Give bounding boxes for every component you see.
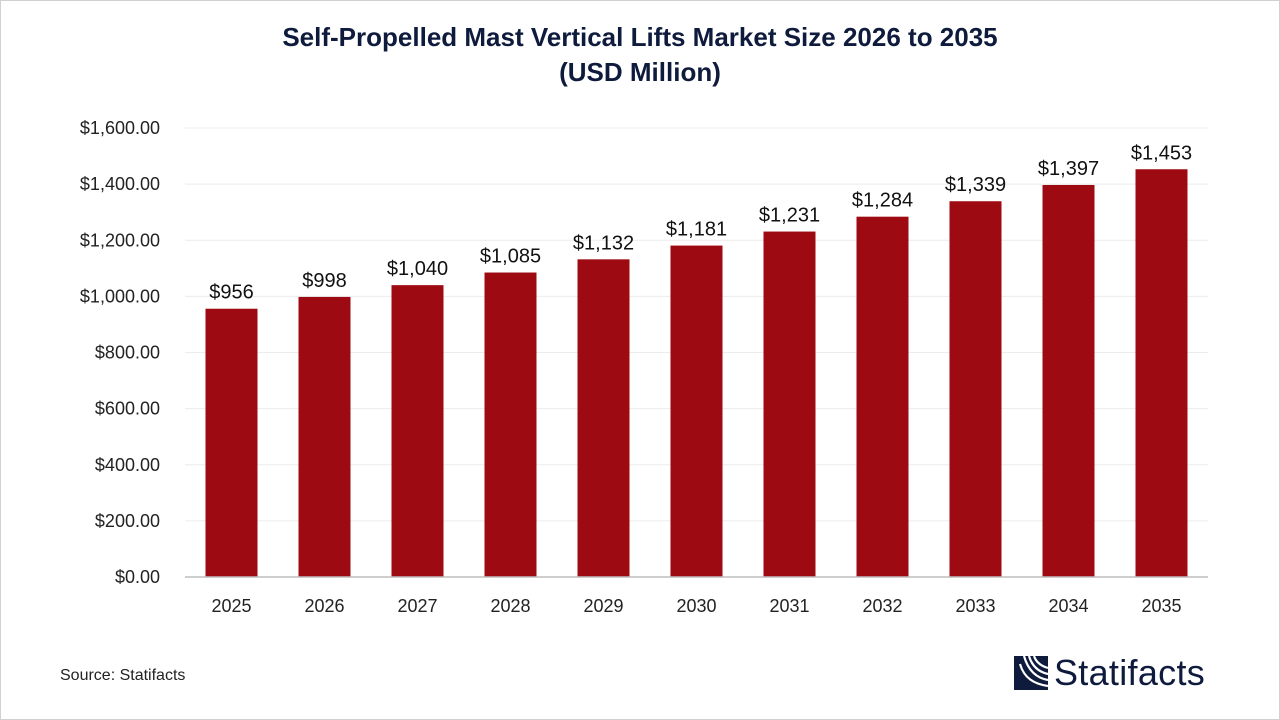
bar — [298, 296, 351, 577]
data-label: $1,231 — [759, 205, 820, 227]
bar — [391, 285, 444, 577]
y-tick-label: $200.00 — [95, 511, 160, 531]
data-label: $1,453 — [1131, 142, 1192, 164]
x-tick-label: 2033 — [955, 596, 995, 616]
x-tick-label: 2027 — [397, 596, 437, 616]
x-tick-label: 2034 — [1048, 596, 1088, 616]
x-tick-label: 2031 — [769, 596, 809, 616]
data-label: $1,397 — [1038, 158, 1099, 180]
bar — [577, 259, 630, 577]
bar — [763, 231, 816, 577]
data-label: $1,085 — [480, 246, 541, 268]
data-label: $1,284 — [852, 190, 913, 212]
bar — [856, 216, 909, 578]
y-tick-label: $0.00 — [115, 567, 160, 587]
x-tick-label: 2035 — [1141, 596, 1181, 616]
x-tick-label: 2030 — [676, 596, 716, 616]
bar — [949, 201, 1002, 578]
y-tick-label: $1,000.00 — [80, 286, 160, 306]
y-tick-label: $1,600.00 — [80, 118, 160, 138]
bar — [484, 272, 537, 577]
data-label: $998 — [302, 270, 347, 292]
y-tick-label: $1,400.00 — [80, 174, 160, 194]
x-tick-label: 2028 — [490, 596, 530, 616]
x-tick-label: 2026 — [304, 596, 344, 616]
chart-title: Self-Propelled Mast Vertical Lifts Marke… — [282, 22, 998, 52]
logo-text: Statifacts — [1054, 652, 1206, 693]
bar — [1135, 169, 1188, 577]
bar — [670, 245, 723, 577]
x-tick-label: 2025 — [211, 596, 251, 616]
bar — [1042, 184, 1095, 578]
x-tick-label: 2032 — [862, 596, 902, 616]
bar — [205, 308, 258, 577]
y-tick-label: $600.00 — [95, 399, 160, 419]
chart-subtitle: (USD Million) — [559, 57, 721, 87]
data-label: $1,132 — [573, 232, 634, 254]
statifacts-logo: Statifacts — [1014, 652, 1205, 694]
data-label: $1,040 — [387, 258, 448, 280]
y-tick-label: $400.00 — [95, 455, 160, 475]
data-label: $1,181 — [666, 219, 727, 241]
logo-mark-icon — [1014, 656, 1048, 690]
x-tick-label: 2029 — [583, 596, 623, 616]
data-label: $956 — [209, 282, 254, 304]
source-note: Source: Statifacts — [60, 667, 186, 684]
y-tick-label: $800.00 — [95, 343, 160, 363]
data-label: $1,339 — [945, 174, 1006, 196]
y-tick-label: $1,200.00 — [80, 230, 160, 250]
